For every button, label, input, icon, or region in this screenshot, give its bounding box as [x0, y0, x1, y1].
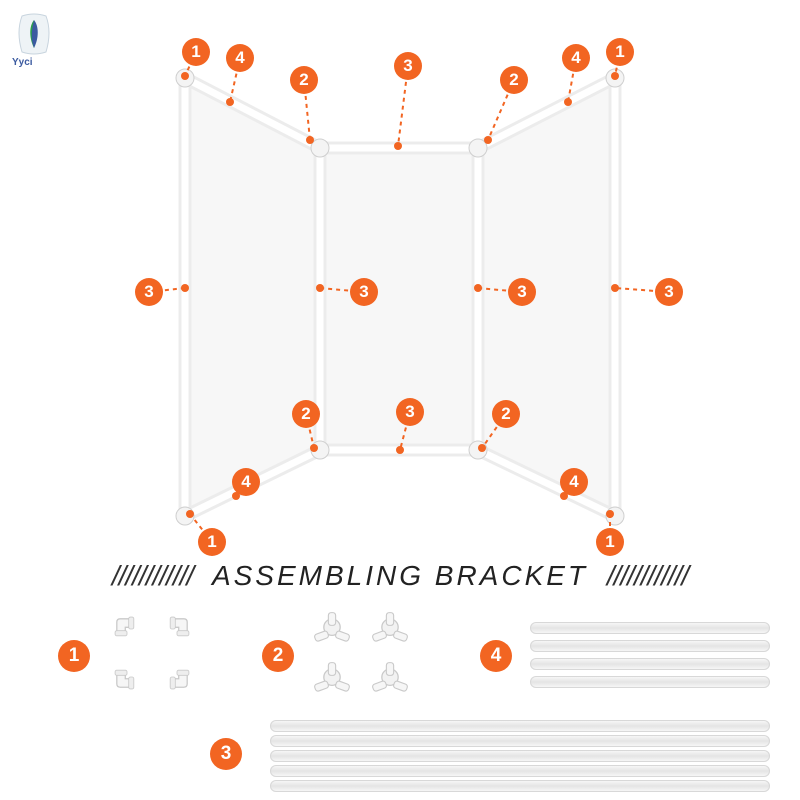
rod-short	[530, 622, 770, 634]
tee-connector	[370, 610, 410, 648]
callout-badge-3: 3	[655, 278, 683, 306]
callout-badge-1: 1	[606, 38, 634, 66]
callout-badge-3: 3	[394, 52, 422, 80]
elbow-connector	[160, 660, 194, 694]
callout-badge-4: 4	[560, 468, 588, 496]
slash-left: ////////////	[112, 560, 193, 591]
tee-connector	[312, 610, 352, 648]
assembly-diagram: 142324133332324141	[0, 20, 800, 520]
section-title: //////////// ASSEMBLING BRACKET ////////…	[0, 560, 800, 592]
rod-short	[530, 658, 770, 670]
elbow-connector	[160, 612, 194, 646]
callout-badge-3: 3	[396, 398, 424, 426]
callout-badge-1: 1	[182, 38, 210, 66]
part-badge-3: 3	[210, 738, 242, 770]
callout-badge-2: 2	[290, 66, 318, 94]
callout-badge-3: 3	[350, 278, 378, 306]
callout-badge-1: 1	[198, 528, 226, 556]
tee-connector	[312, 660, 352, 698]
callout-badge-4: 4	[562, 44, 590, 72]
rod-short	[530, 676, 770, 688]
callout-badge-4: 4	[226, 44, 254, 72]
title-text: ASSEMBLING BRACKET	[212, 560, 588, 591]
elbow-connector	[110, 612, 144, 646]
callout-badge-2: 2	[492, 400, 520, 428]
rod-long	[270, 765, 770, 777]
rod-short	[530, 640, 770, 652]
callout-badge-3: 3	[508, 278, 536, 306]
callout-badge-2: 2	[500, 66, 528, 94]
part-badge-1: 1	[58, 640, 90, 672]
rod-long	[270, 735, 770, 747]
tee-connector	[370, 660, 410, 698]
parts-area: 1 2 3 4	[0, 600, 800, 800]
elbow-connector	[110, 660, 144, 694]
part-badge-2: 2	[262, 640, 294, 672]
rod-long	[270, 750, 770, 762]
callout-badge-2: 2	[292, 400, 320, 428]
slash-right: ////////////	[607, 560, 688, 591]
callout-badge-4: 4	[232, 468, 260, 496]
callout-badge-3: 3	[135, 278, 163, 306]
part-badge-4: 4	[480, 640, 512, 672]
callout-badge-1: 1	[596, 528, 624, 556]
rod-long	[270, 720, 770, 732]
rod-long	[270, 780, 770, 792]
